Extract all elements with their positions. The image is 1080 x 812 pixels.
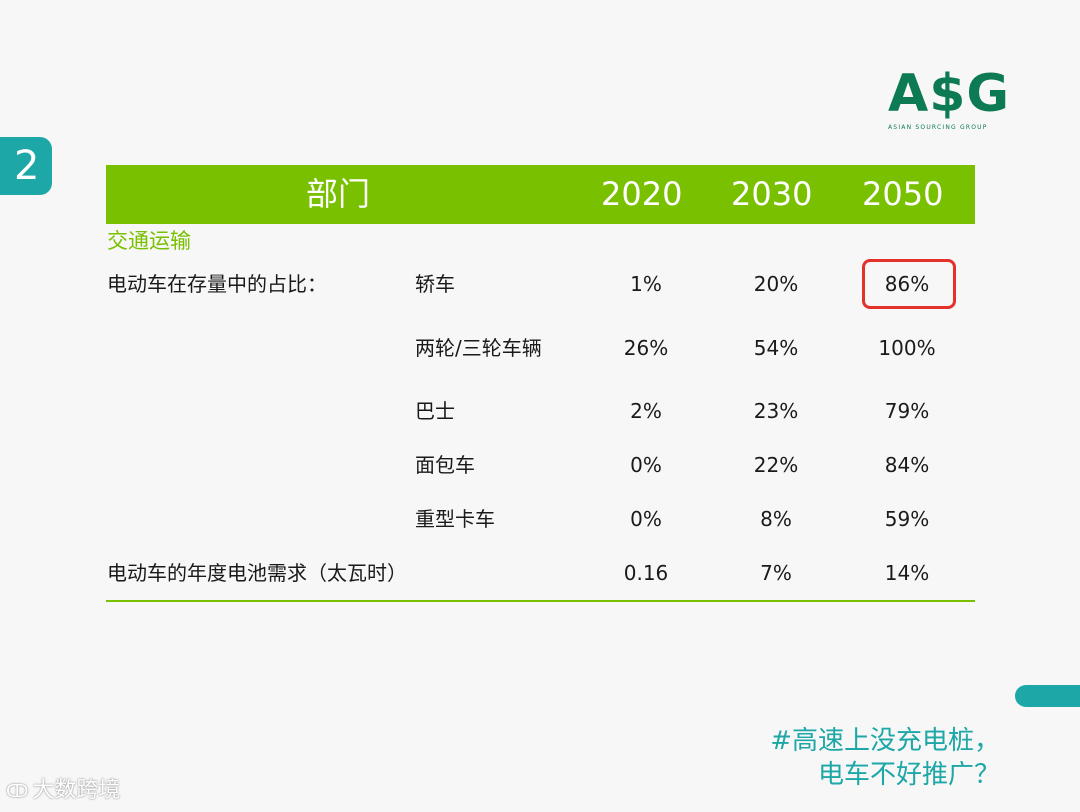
header-2050: 2050 bbox=[862, 175, 944, 213]
row-label-bus: 巴士 bbox=[415, 399, 455, 423]
watermark: ↀ 大数跨境 bbox=[6, 776, 120, 807]
row-label-battery-demand: 电动车的年度电池需求（太瓦时） bbox=[107, 561, 407, 585]
table-cell: 7% bbox=[760, 561, 792, 585]
highlight-box bbox=[862, 259, 956, 309]
section-transport: 交通运输 bbox=[107, 229, 191, 253]
header-2020: 2020 bbox=[601, 175, 683, 213]
table-cell: 1% bbox=[630, 272, 662, 296]
logo-mark: A$G bbox=[888, 64, 1011, 124]
row-label-car: 轿车 bbox=[415, 272, 455, 296]
row-label-two-three-wheelers: 两轮/三轮车辆 bbox=[415, 336, 542, 360]
table-cell-highlighted: 86% bbox=[884, 272, 930, 296]
table-cell: 0% bbox=[630, 507, 662, 531]
table-header: 部门 2020 2030 2050 bbox=[106, 165, 975, 224]
group-label: 电动车在存量中的占比： bbox=[107, 272, 327, 296]
table-cell: 26% bbox=[623, 336, 669, 360]
caption-line-1: #高速上没充电桩， bbox=[770, 726, 1000, 756]
table-cell: 0% bbox=[630, 453, 662, 477]
table-cell: 54% bbox=[753, 336, 799, 360]
table-cell: 2% bbox=[630, 399, 662, 423]
table-cell: 8% bbox=[760, 507, 792, 531]
table-bottom-rule bbox=[106, 600, 975, 602]
logo-subtitle: ASIAN SOURCING GROUP bbox=[888, 124, 988, 131]
table-cell: 20% bbox=[753, 272, 799, 296]
table-cell: 59% bbox=[884, 507, 930, 531]
company-logo: A$G ASIAN SOURCING GROUP bbox=[888, 64, 1011, 136]
table-cell: 23% bbox=[753, 399, 799, 423]
table-cell: 79% bbox=[884, 399, 930, 423]
watermark-text: 大数跨境 bbox=[32, 778, 121, 803]
table-cell: 0.16 bbox=[623, 561, 669, 585]
side-tab-decoration bbox=[1015, 685, 1080, 707]
row-label-heavy-truck: 重型卡车 bbox=[415, 507, 495, 531]
table-cell: 100% bbox=[878, 336, 936, 360]
table-cell: 22% bbox=[753, 453, 799, 477]
page-number-tab: 2 bbox=[0, 137, 52, 195]
header-sector: 部门 bbox=[306, 175, 371, 213]
caption: #高速上没充电桩， 电车不好推广？ bbox=[770, 724, 1000, 792]
watermark-logo-icon: ↀ bbox=[6, 781, 29, 802]
row-label-van: 面包车 bbox=[415, 453, 475, 477]
header-2030: 2030 bbox=[731, 175, 813, 213]
table-cell: 14% bbox=[884, 561, 930, 585]
caption-line-2: 电车不好推广？ bbox=[817, 760, 1000, 790]
table-cell: 84% bbox=[884, 453, 930, 477]
